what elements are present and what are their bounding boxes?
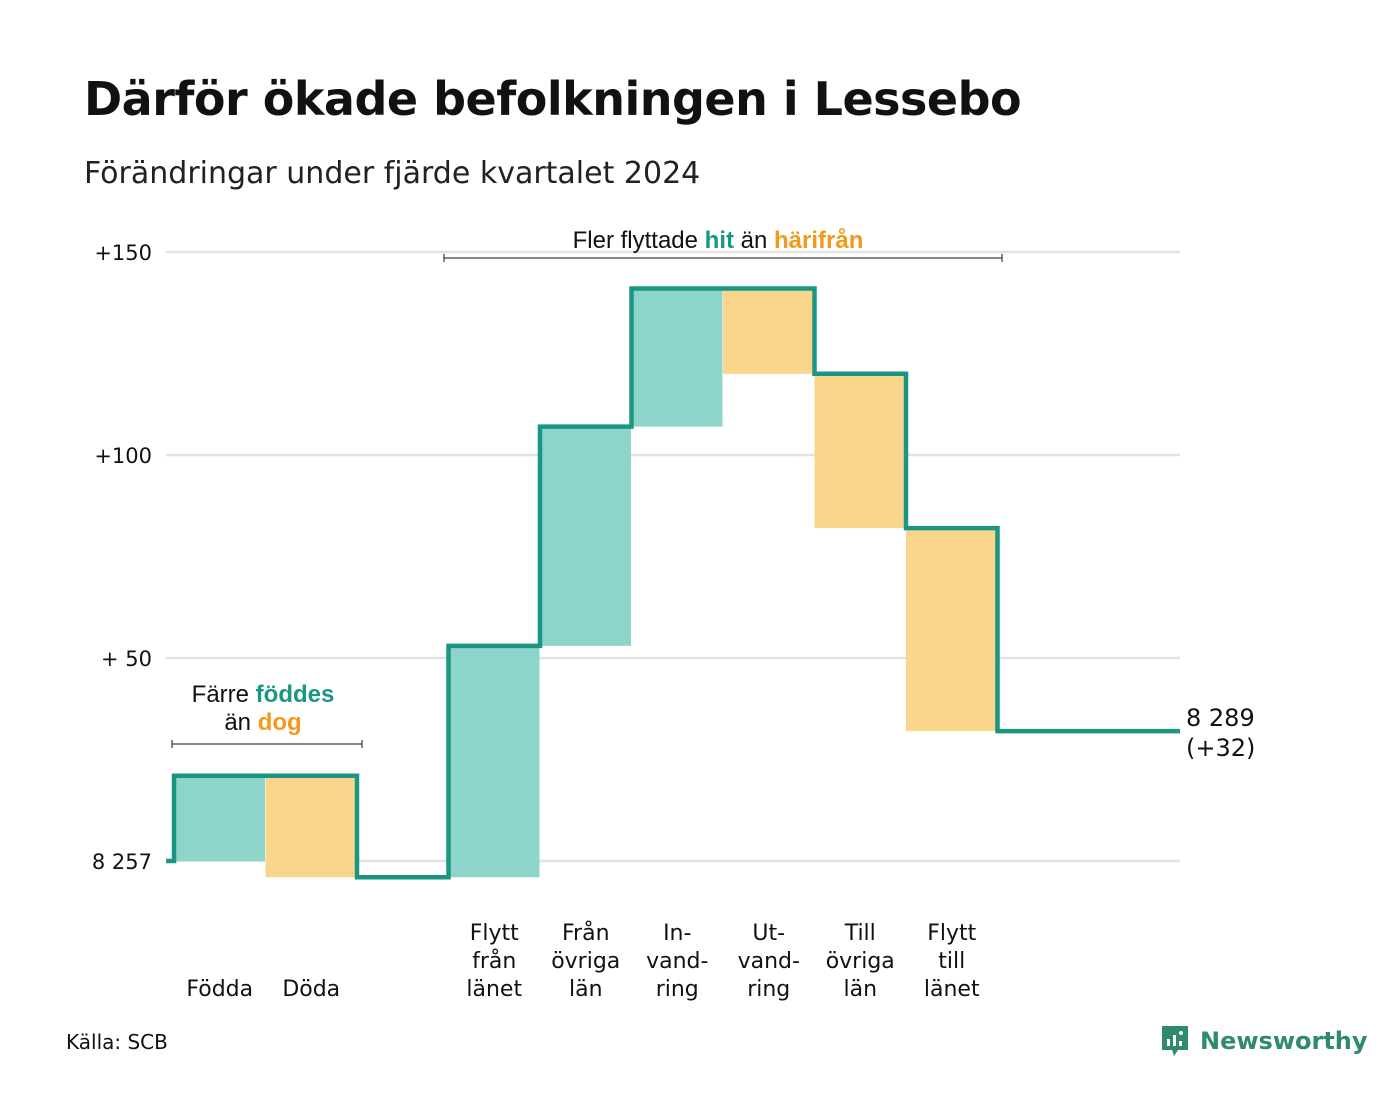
- y-tick-label: 8 257: [92, 850, 152, 874]
- bar: [723, 288, 814, 374]
- brand-name: Newsworthy: [1200, 1027, 1368, 1055]
- bars: [174, 288, 997, 878]
- bar: [906, 528, 997, 732]
- bar: [631, 288, 723, 427]
- category-label: Ut-vand-ring: [738, 921, 800, 1002]
- cumulative-step-line: [166, 286, 1180, 880]
- category-label: Till övriga län: [826, 921, 895, 1002]
- chart-title: Därför ökade befolkningen i Lessebo: [84, 72, 1022, 126]
- births-annotation-line1: Färre föddes: [192, 681, 335, 708]
- category-label: Från övriga län: [551, 920, 620, 1002]
- category-label: Döda: [282, 977, 340, 1002]
- births-annotation-line2: än dog: [224, 709, 301, 736]
- end-value-label: 8 289: [1186, 704, 1255, 732]
- category-label: In-vand-ring: [646, 921, 708, 1002]
- bar: [448, 645, 540, 878]
- source-note: Källa: SCB: [66, 1030, 168, 1054]
- y-axis-ticks: 8 257 + 50 +100 +150: [92, 241, 152, 874]
- step-line: [166, 286, 1180, 880]
- y-tick-label: + 50: [101, 647, 152, 671]
- bar: [265, 775, 357, 878]
- migration-annotation: Fler flyttade hit än härifrån: [443, 227, 1003, 262]
- category-label: Flytt från länet: [466, 921, 522, 1002]
- bar: [174, 775, 265, 861]
- newsworthy-logo-icon: [1162, 1026, 1188, 1056]
- migration-annotation-text: Fler flyttade hit än härifrån: [573, 227, 864, 254]
- bar: [540, 426, 631, 646]
- chart-subtitle: Förändringar under fjärde kvartalet 2024: [84, 156, 701, 191]
- y-tick-label: +100: [94, 444, 152, 468]
- category-label: Flytt till länet: [924, 921, 980, 1002]
- brand-logo: Newsworthy: [1160, 1024, 1368, 1058]
- x-axis-categories: Födda Döda Flytt från länet Från övriga län In-v…: [186, 920, 980, 1002]
- bar: [814, 373, 906, 529]
- births-annotation: Färre föddes än dog: [171, 681, 363, 748]
- end-change-label: (+32): [1186, 734, 1255, 762]
- y-tick-label: +150: [94, 241, 152, 265]
- category-label: Födda: [186, 977, 253, 1002]
